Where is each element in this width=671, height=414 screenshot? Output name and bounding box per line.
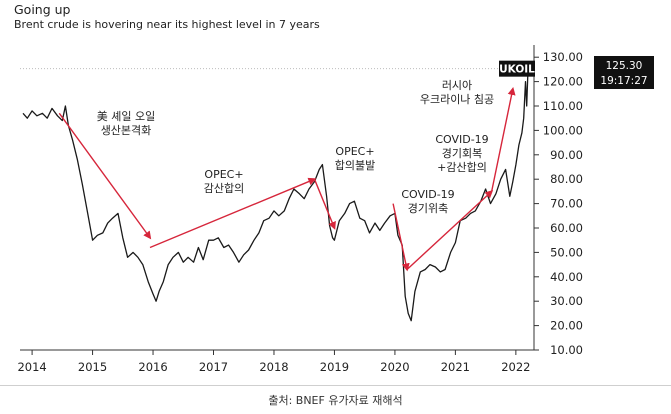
annotation-label-line: 러시아 <box>442 79 472 92</box>
annotation-label-line: 감산합의 <box>204 182 244 195</box>
y-tick-label: 50.00 <box>550 245 583 259</box>
x-tick-label: 2020 <box>380 360 409 374</box>
annotation-label-line: OPEC+ <box>204 168 243 181</box>
y-tick-label: 30.00 <box>550 294 583 308</box>
y-tick-label: 80.00 <box>550 172 583 186</box>
x-tick-label: 2017 <box>199 360 228 374</box>
annotation-label-line: +감산합의 <box>437 161 487 174</box>
y-tick-label: 120.00 <box>543 75 583 89</box>
annotation-arrow <box>490 86 516 192</box>
y-tick-label: 60.00 <box>550 221 583 235</box>
price-series-line <box>22 69 529 322</box>
price-box <box>594 56 654 89</box>
y-tick-label: 40.00 <box>550 270 583 284</box>
annotation-label-line: 우크라이나 침공 <box>420 93 494 106</box>
annotation-label: COVID-19 경기위축 <box>401 188 454 215</box>
x-tick-label: 2019 <box>320 360 349 374</box>
annotation-arrow <box>149 177 317 249</box>
annotation-label: OPEC+ 감산합의 <box>204 168 244 195</box>
annotation-arrow <box>406 190 494 270</box>
x-tick-label: 2022 <box>501 360 530 374</box>
annotation-label-line: 경기위축 <box>408 202 448 215</box>
y-tick-label: 70.00 <box>550 197 583 211</box>
x-tick-label: 2015 <box>78 360 107 374</box>
ticker-badge <box>499 60 535 77</box>
source-note: 출처: BNEF 유가자료 재해석 <box>268 394 403 407</box>
y-tick-label: 110.00 <box>543 99 583 113</box>
annotation-arrow <box>313 178 336 230</box>
annotation-label: COVID-19 경기회복 +감산합의 <box>435 133 488 174</box>
chart-subtitle: Brent crude is hovering near its highest… <box>14 18 320 31</box>
annotation-label-line: 합의불발 <box>335 159 375 172</box>
price-time: 19:17:27 <box>600 75 647 87</box>
y-tick-label: 130.00 <box>543 50 583 64</box>
y-tick-label: 90.00 <box>550 148 583 162</box>
ticker-symbol: UKOIL <box>499 64 535 76</box>
annotation-label-line: COVID-19 <box>401 188 454 201</box>
annotation-label-line: 美 셰일 오일 <box>97 109 155 123</box>
x-tick-label: 2014 <box>17 360 46 374</box>
annotation-label-line: OPEC+ <box>335 145 374 158</box>
footer-divider <box>0 385 671 386</box>
y-tick-label: 100.00 <box>543 123 583 137</box>
annotation-label: 美 셰일 오일 생산본격화 <box>97 109 155 137</box>
price-value: 125.30 <box>606 60 643 72</box>
annotation-arrow <box>392 203 410 272</box>
annotation-label: OPEC+ 합의불발 <box>335 145 375 172</box>
y-tick-label: 10.00 <box>550 343 583 357</box>
annotation-arrow <box>58 112 152 240</box>
annotation-label: 러시아 우크라이나 침공 <box>420 79 494 106</box>
annotation-label-line: 경기회복 <box>442 147 482 160</box>
annotation-label-line: 생산본격화 <box>101 124 152 137</box>
chart-title: Going up <box>14 2 71 17</box>
y-tick-label: 20.00 <box>550 319 583 333</box>
annotation-label-line: COVID-19 <box>435 133 488 146</box>
x-tick-label: 2021 <box>441 360 470 374</box>
x-tick-label: 2018 <box>259 360 288 374</box>
x-tick-label: 2016 <box>138 360 167 374</box>
